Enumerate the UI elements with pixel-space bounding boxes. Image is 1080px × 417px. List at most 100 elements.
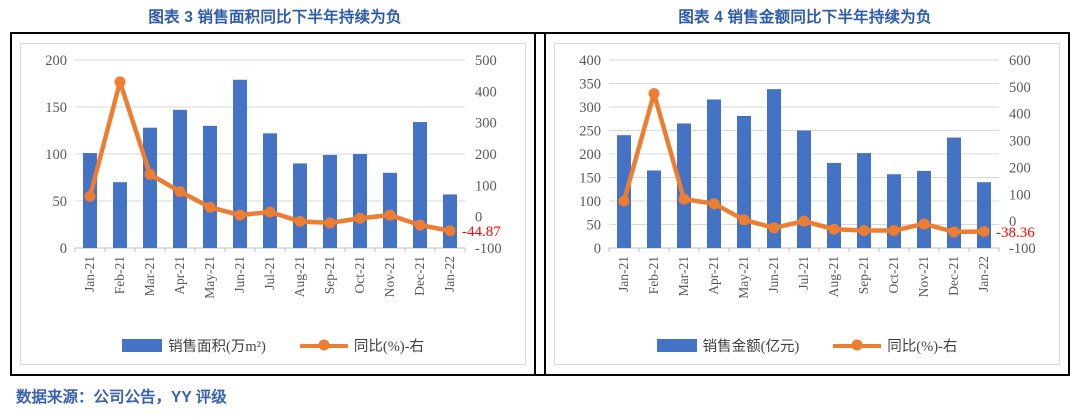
right-axis-tick-label: 500 (1009, 80, 1031, 96)
bar (737, 115, 751, 249)
yoy-marker (114, 76, 126, 88)
bar (827, 162, 841, 248)
left-axis-tick-label: 250 (579, 124, 601, 140)
yoy-marker (618, 195, 630, 207)
x-axis-category-label: Sep-21 (322, 256, 337, 294)
line-swatch-icon (299, 339, 348, 352)
yoy-markers (84, 76, 456, 237)
bar (707, 99, 721, 248)
yoy-marker (174, 186, 186, 198)
bar (143, 127, 157, 248)
right-axis-tick-label: 600 (1009, 53, 1031, 69)
yoy-marker (978, 225, 990, 237)
right-axis-tick-label: 300 (1009, 134, 1031, 150)
bar (947, 137, 961, 248)
yoy-marker (948, 226, 960, 238)
legend-item-line: 同比(%)-右 (299, 335, 424, 356)
right-axis-tick-label: -100 (475, 241, 502, 257)
yoy-marker (84, 190, 96, 202)
yoy-marker (918, 218, 930, 230)
right-axis-tick-label: -100 (1009, 241, 1036, 257)
bar (413, 122, 427, 248)
yoy-marker (324, 217, 336, 229)
yoy-marker (444, 225, 456, 237)
yoy-marker (648, 88, 660, 100)
yoy-marker (798, 215, 810, 227)
bar (767, 89, 781, 248)
bar-swatch-icon (122, 338, 163, 352)
x-axis-category-label: Dec-21 (412, 256, 427, 296)
x-axis-category-label: Jan-22 (442, 256, 457, 292)
left-axis-tick-label: 150 (579, 171, 601, 187)
left-axis-tick-label: 400 (579, 53, 601, 69)
bar (233, 79, 247, 248)
left-axis-labels: 0 50 100 150 200 250 300 350 400 (579, 53, 601, 257)
right-axis-tick-label: 200 (1009, 160, 1031, 176)
chart-title-left: 图表 3 销售面积同比下半年持续为负 (148, 9, 402, 26)
chart-frame-left: 0 50 100 150 200 -100 0 100 200 300 400 500 -44.87 Ja… (20, 43, 526, 365)
chart-legend: 销售金额(亿元) 同比(%)-右 (656, 328, 957, 362)
yoy-marker (858, 225, 870, 237)
yoy-marker (828, 223, 840, 235)
x-axis-category-label: Feb-21 (112, 256, 127, 294)
yoy-marker (768, 222, 780, 234)
bar (323, 154, 337, 248)
left-axis-tick-label: 200 (579, 147, 601, 163)
left-axis-tick-label: 50 (53, 194, 68, 210)
left-axis-tick-label: 100 (579, 194, 601, 210)
bar-series (617, 89, 991, 249)
bar (977, 182, 991, 248)
chart-cell-right: 0 50 100 150 200 250 300 350 400 -100 0 100 200 300 40… (544, 34, 1070, 374)
right-axis-tick-label: 200 (475, 147, 497, 163)
chart-frame-right: 0 50 100 150 200 250 300 350 400 -100 0 100 200 300 40… (554, 43, 1060, 365)
chart-cell-left: 0 50 100 150 200 -100 0 100 200 300 400 500 -44.87 Ja… (10, 34, 536, 374)
yoy-markers (618, 88, 990, 238)
table-body: 0 50 100 150 200 -100 0 100 200 300 400 500 -44.87 Ja… (10, 32, 1070, 376)
right-axis-tick-label: 0 (475, 210, 482, 226)
bar (887, 174, 901, 248)
right-axis-labels: -100 0 100 200 300 400 500 (475, 53, 502, 257)
legend-label-bar: 销售面积(万m²) (168, 338, 266, 355)
line-swatch-icon (833, 339, 882, 352)
left-axis-tick-label: 300 (579, 100, 601, 116)
last-value-annotation: -38.36 (996, 225, 1035, 241)
x-axis-category-label: Oct-21 (352, 256, 367, 294)
combo-chart-plot: 0 50 100 150 200 250 300 350 400 -100 0 100 200 300 40… (579, 53, 1036, 299)
bar (173, 109, 187, 248)
chart-legend: 销售面积(万m²) 同比(%)-右 (122, 328, 424, 362)
bar (917, 170, 931, 248)
yoy-marker (354, 212, 366, 224)
left-axis-tick-label: 350 (579, 77, 601, 93)
yoy-marker (264, 206, 276, 218)
chart-title-right: 图表 4 销售金额同比下半年持续为负 (678, 9, 932, 26)
x-axis-category-label: Jul-21 (262, 256, 277, 290)
bar (443, 194, 457, 248)
x-axis-category-label: Nov-21 (382, 256, 397, 297)
x-axis-category-label: Jan-22 (976, 256, 991, 292)
right-axis-tick-label: 300 (475, 116, 497, 132)
x-axis-category-label: Mar-21 (142, 256, 157, 296)
left-axis-tick-label: 100 (45, 147, 67, 163)
yoy-marker (384, 209, 396, 221)
right-axis-tick-label: 400 (475, 84, 497, 100)
x-axis-category-label: Dec-21 (946, 256, 961, 296)
right-axis-tick-label: 100 (1009, 187, 1031, 203)
right-axis-tick-label: 0 (1009, 214, 1016, 230)
x-axis-category-label: Feb-21 (646, 256, 661, 294)
x-axis-category-label: Oct-21 (886, 256, 901, 294)
yoy-marker (678, 193, 690, 205)
legend-item-bar: 销售金额(亿元) (656, 335, 800, 356)
x-axis-category-label: Jun-21 (232, 256, 247, 293)
yoy-marker (414, 219, 426, 231)
x-axis-category-label: Mar-21 (676, 256, 691, 296)
x-axis-category-label: Jan-21 (82, 256, 97, 292)
bar (647, 170, 661, 248)
bar (263, 133, 277, 248)
x-axis-category-label: Aug-21 (826, 256, 841, 297)
left-axis-labels: 0 50 100 150 200 (45, 53, 67, 257)
x-axis-category-label: Nov-21 (916, 256, 931, 297)
x-axis-category-label: Jul-21 (796, 256, 811, 290)
legend-label-bar: 销售金额(亿元) (702, 338, 800, 355)
left-axis-tick-label: 150 (45, 100, 67, 116)
source-note: 数据来源：公司公告，YY 评级 (16, 389, 227, 406)
